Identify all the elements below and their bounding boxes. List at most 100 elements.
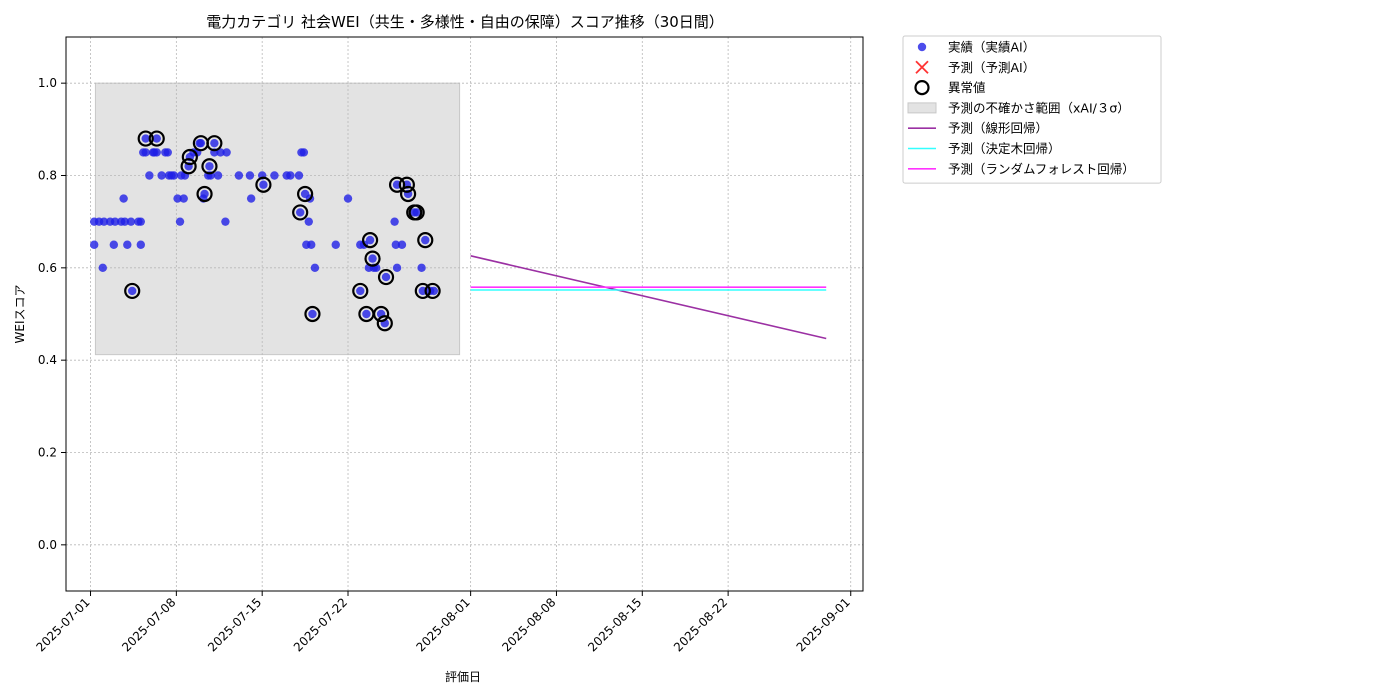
anomaly-marker — [137, 130, 154, 147]
actual-point — [163, 148, 172, 157]
anomaly-marker — [408, 204, 425, 221]
actual-point — [270, 171, 279, 180]
x-tick-label: 2025-08-22 — [671, 595, 730, 654]
actual-point — [173, 194, 182, 203]
x-tick-label: 2025-09-01 — [794, 595, 853, 654]
actual-point — [245, 171, 255, 180]
actual-point — [429, 286, 439, 296]
actual-point — [295, 208, 305, 217]
anomaly-marker — [297, 185, 314, 203]
actual-point — [246, 194, 256, 203]
actual-point — [109, 240, 119, 249]
actual-point — [119, 194, 128, 203]
y-tick-label: 1.0 — [38, 76, 57, 90]
anomaly-marker — [361, 232, 379, 249]
actual-point — [141, 134, 150, 143]
actual-point — [310, 263, 320, 273]
x-tick-label: 2025-08-08 — [499, 595, 558, 654]
plot-frame — [65, 36, 864, 592]
actual-point — [136, 240, 145, 249]
anomaly-marker — [201, 158, 218, 175]
x-axis-label: 評価日 — [445, 669, 481, 684]
actual-point — [196, 138, 206, 148]
x-tick-label: 2025-07-01 — [33, 595, 92, 654]
actual-point — [136, 217, 145, 226]
anomaly-marker — [148, 130, 165, 147]
actual-point — [99, 217, 109, 226]
actual-point — [128, 286, 137, 296]
anomaly-marker — [414, 282, 431, 300]
chart-title: 電力カテゴリ 社会WEI（共生・多様性・自由の保障）スコア推移（30日間） — [206, 13, 724, 31]
actual-point — [391, 240, 401, 249]
actual-point — [120, 217, 130, 226]
actual-point — [205, 162, 214, 171]
actual-point — [152, 134, 161, 143]
actual-point — [307, 240, 316, 249]
actual-point — [294, 171, 304, 180]
actual-point — [175, 217, 185, 226]
actual-point — [222, 148, 231, 157]
prediction-line-linear — [470, 255, 827, 340]
actual-point — [216, 148, 225, 157]
y-tick-label: 0.4 — [38, 353, 57, 367]
anomaly-marker — [292, 204, 309, 221]
actual-point — [169, 171, 179, 180]
anomaly-marker — [388, 176, 406, 193]
actual-point — [304, 217, 313, 226]
actual-point — [213, 171, 223, 180]
actual-point — [157, 171, 166, 180]
anomaly-marker — [352, 282, 369, 300]
anomaly-marker — [398, 176, 415, 193]
actual-point — [123, 240, 132, 249]
x-tick-label: 2025-07-22 — [291, 595, 350, 654]
legend-box — [902, 35, 1162, 184]
legend-cross-marker — [915, 60, 929, 74]
y-tick-label: 0.8 — [38, 169, 57, 183]
anomaly-marker — [373, 305, 390, 323]
actual-point — [397, 240, 407, 249]
actual-point — [234, 171, 244, 180]
actual-point — [98, 263, 107, 273]
anomaly-marker — [364, 250, 381, 267]
actual-point — [392, 263, 402, 273]
y-tick-label: 0.2 — [38, 446, 57, 460]
anomaly-marker — [255, 176, 272, 193]
actual-point — [221, 217, 230, 226]
actual-point — [390, 217, 399, 226]
anomaly-marker — [377, 268, 395, 286]
anomaly-marker — [376, 315, 393, 332]
actual-point — [365, 235, 375, 245]
legend-ring-marker — [914, 79, 930, 96]
actual-point — [145, 171, 154, 180]
actual-point — [299, 148, 309, 157]
anomaly-marker — [181, 148, 198, 166]
anomaly-marker — [417, 232, 434, 249]
y-tick-label: 0.0 — [38, 538, 57, 552]
anomaly-marker — [304, 305, 321, 323]
legend-label: 予測（ランダムフォレスト回帰） — [948, 161, 1135, 176]
actual-point — [381, 272, 391, 282]
legend-dot-marker — [917, 42, 927, 52]
anomaly-marker — [180, 158, 197, 175]
actual-point — [356, 286, 365, 296]
legend-label: 予測の不確かさ範囲（xAI/３σ） — [948, 100, 1130, 115]
plot-area: 2025-07-01 2025-07-08 2025-07-15 2025-07-22… — [33, 36, 864, 654]
actual-point — [259, 180, 268, 189]
legend-label: 予測（線形回帰） — [948, 121, 1048, 136]
uncertainty-band — [94, 82, 461, 356]
actual-point — [417, 263, 426, 273]
actual-point — [210, 138, 219, 148]
actual-point — [362, 309, 371, 319]
anomaly-marker — [196, 185, 213, 203]
actual-point — [421, 235, 430, 245]
actual-point — [110, 217, 120, 226]
x-tick-label: 2025-07-08 — [119, 595, 178, 654]
y-tick-label: 0.6 — [38, 261, 57, 275]
anomaly-marker — [124, 282, 141, 300]
actual-point — [286, 171, 295, 180]
y-axis-label: WEIスコア — [13, 285, 27, 344]
actual-point — [331, 240, 340, 249]
anomaly-marker — [206, 135, 223, 152]
